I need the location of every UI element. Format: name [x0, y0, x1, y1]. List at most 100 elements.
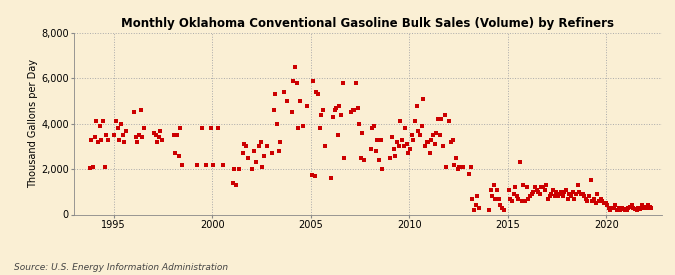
Point — [138, 126, 149, 131]
Point — [114, 138, 125, 142]
Point — [631, 208, 642, 212]
Point — [483, 208, 494, 212]
Point — [489, 183, 500, 187]
Point — [448, 138, 458, 142]
Point — [377, 167, 387, 171]
Point — [418, 97, 429, 101]
Point — [316, 112, 327, 117]
Point — [567, 190, 578, 194]
Point — [357, 131, 368, 135]
Point — [630, 207, 641, 211]
Point — [171, 133, 182, 137]
Point — [444, 119, 455, 124]
Point — [607, 205, 618, 210]
Point — [491, 187, 502, 192]
Point — [354, 122, 364, 126]
Point — [628, 205, 639, 210]
Point — [153, 135, 164, 140]
Point — [313, 92, 323, 97]
Point — [612, 208, 622, 212]
Point — [292, 81, 302, 85]
Point — [561, 187, 572, 192]
Point — [373, 158, 384, 162]
Point — [587, 199, 598, 203]
Point — [625, 204, 636, 209]
Point — [582, 199, 593, 203]
Point — [367, 126, 378, 131]
Point — [512, 194, 522, 199]
Point — [639, 204, 650, 209]
Point — [269, 108, 279, 112]
Point — [281, 99, 292, 103]
Point — [89, 135, 100, 140]
Point — [170, 151, 181, 155]
Point — [408, 138, 418, 142]
Point — [339, 156, 350, 160]
Point — [229, 167, 240, 171]
Point — [425, 151, 435, 155]
Point — [334, 103, 345, 108]
Point — [234, 167, 245, 171]
Point — [524, 194, 535, 199]
Point — [634, 207, 645, 211]
Point — [242, 156, 253, 160]
Point — [288, 78, 299, 83]
Point — [239, 142, 250, 146]
Point — [95, 124, 105, 128]
Point — [419, 144, 430, 148]
Point — [392, 140, 402, 144]
Point — [168, 133, 179, 137]
Point — [267, 151, 277, 155]
Point — [433, 117, 443, 122]
Point — [255, 140, 266, 144]
Point — [295, 99, 306, 103]
Point — [400, 126, 410, 131]
Point — [331, 106, 342, 110]
Point — [536, 185, 547, 189]
Point — [508, 192, 519, 196]
Point — [643, 203, 653, 208]
Point — [385, 156, 396, 160]
Point — [111, 119, 122, 124]
Point — [152, 140, 163, 144]
Point — [396, 138, 407, 142]
Point — [411, 103, 422, 108]
Point — [92, 140, 103, 144]
Point — [605, 208, 616, 212]
Point — [311, 90, 322, 94]
Point — [441, 165, 452, 169]
Point — [240, 144, 251, 148]
Point — [248, 149, 259, 153]
Point — [129, 110, 140, 115]
Point — [528, 190, 539, 194]
Point — [549, 194, 560, 199]
Point — [231, 183, 242, 187]
Point — [457, 165, 468, 169]
Point — [130, 135, 141, 140]
Point — [559, 190, 570, 194]
Point — [547, 187, 558, 192]
Point — [319, 144, 330, 148]
Point — [121, 128, 132, 133]
Point — [173, 153, 184, 158]
Point — [554, 192, 565, 196]
Point — [257, 165, 268, 169]
Point — [217, 162, 228, 167]
Point — [468, 208, 479, 212]
Y-axis label: Thousand Gallons per Day: Thousand Gallons per Day — [28, 59, 38, 188]
Point — [98, 119, 109, 124]
Point — [470, 203, 481, 208]
Text: Source: U.S. Energy Information Administration: Source: U.S. Energy Information Administ… — [14, 263, 227, 272]
Point — [595, 196, 606, 201]
Point — [137, 135, 148, 140]
Point — [601, 203, 612, 208]
Point — [620, 208, 630, 212]
Point — [633, 205, 644, 210]
Point — [298, 124, 308, 128]
Point — [335, 112, 346, 117]
Point — [577, 192, 588, 196]
Point — [506, 199, 517, 203]
Point — [490, 196, 501, 201]
Point — [466, 165, 477, 169]
Point — [402, 142, 412, 146]
